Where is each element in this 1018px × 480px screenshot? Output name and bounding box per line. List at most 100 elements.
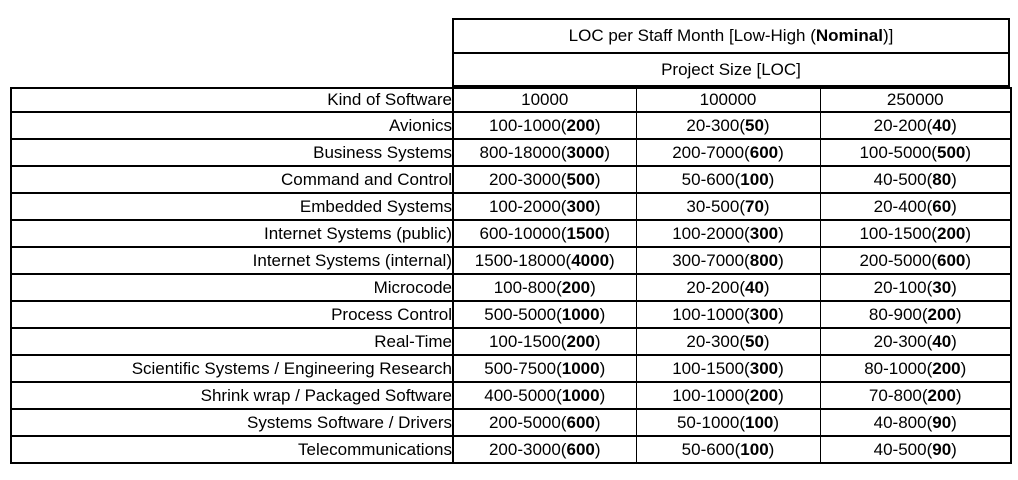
loc-value-cell: 100-1500(200) bbox=[819, 219, 1012, 248]
row-label: Avionics bbox=[11, 111, 454, 140]
loc-value-cell: 40-500(90) bbox=[819, 435, 1012, 464]
nominal-value: 300 bbox=[749, 358, 779, 378]
nominal-value: 300 bbox=[566, 196, 595, 216]
table-title-prefix: LOC per Staff Month [Low-High ( bbox=[568, 26, 816, 45]
nominal-value: 40 bbox=[932, 115, 952, 135]
nominal-value: 200 bbox=[927, 304, 956, 324]
loc-value-cell: 100-5000(500) bbox=[819, 138, 1012, 167]
nominal-value: 200 bbox=[566, 115, 595, 135]
loc-value-cell: 20-100(30) bbox=[819, 273, 1012, 302]
loc-value-cell: 200-5000(600) bbox=[819, 246, 1012, 275]
loc-value-cell: 50-1000(100) bbox=[635, 408, 821, 437]
table-row: Telecommunications 200-3000(600) 50-600(10… bbox=[11, 435, 1012, 464]
loc-value-cell: 20-200(40) bbox=[635, 273, 821, 302]
project-size-header: Project Size [LOC] bbox=[661, 59, 801, 79]
nominal-value: 100 bbox=[745, 412, 774, 432]
table-row: Systems Software / Drivers 200-5000(600) 5… bbox=[11, 408, 1012, 437]
table-title-nominal: Nominal bbox=[815, 26, 883, 45]
nominal-value: 1000 bbox=[561, 358, 600, 378]
loc-table: Kind of Software 10000 100000 250000 Avi… bbox=[10, 87, 1012, 464]
loc-value-cell: 70-800(200) bbox=[819, 381, 1012, 410]
kind-of-software-header: Kind of Software bbox=[11, 87, 454, 113]
loc-value-cell: 100-1000(200) bbox=[635, 381, 821, 410]
loc-value-cell: 100-2000(300) bbox=[635, 219, 821, 248]
nominal-value: 4000 bbox=[571, 250, 610, 270]
table-row: Business Systems 800-18000(3000) 200-7000(… bbox=[11, 138, 1012, 167]
loc-value-cell: 200-5000(600) bbox=[452, 408, 637, 437]
loc-value-cell: 600-10000(1500) bbox=[452, 219, 637, 248]
nominal-value: 90 bbox=[932, 439, 952, 459]
row-label: Embedded Systems bbox=[11, 192, 454, 221]
row-label: Systems Software / Drivers bbox=[11, 408, 454, 437]
nominal-value: 1000 bbox=[561, 304, 600, 324]
loc-value-cell: 50-600(100) bbox=[635, 165, 821, 194]
nominal-value: 200 bbox=[932, 358, 961, 378]
column-header-10000: 10000 bbox=[452, 87, 637, 113]
loc-value-cell: 50-600(100) bbox=[635, 435, 821, 464]
column-header-250000: 250000 bbox=[819, 87, 1012, 113]
loc-value-cell: 100-800(200) bbox=[452, 273, 637, 302]
loc-value-cell: 200-3000(500) bbox=[452, 165, 637, 194]
loc-value-cell: 20-300(50) bbox=[635, 111, 821, 140]
row-label: Internet Systems (public) bbox=[11, 219, 454, 248]
loc-value-cell: 500-5000(1000) bbox=[452, 300, 637, 329]
loc-value-cell: 100-2000(300) bbox=[452, 192, 637, 221]
loc-value-cell: 30-500(70) bbox=[635, 192, 821, 221]
nominal-value: 300 bbox=[749, 304, 779, 324]
nominal-value: 600 bbox=[566, 439, 595, 459]
table-row: Scientific Systems / Engineering Researc… bbox=[11, 354, 1012, 383]
loc-value-cell: 200-7000(600) bbox=[635, 138, 821, 167]
row-label: Internet Systems (internal) bbox=[11, 246, 454, 275]
loc-value-cell: 500-7500(1000) bbox=[452, 354, 637, 383]
row-label: Shrink wrap / Packaged Software bbox=[11, 381, 454, 410]
table-row: Internet Systems (public) 600-10000(1500)… bbox=[11, 219, 1012, 248]
nominal-value: 50 bbox=[745, 115, 764, 135]
table-title-suffix: )] bbox=[882, 26, 894, 45]
loc-value-cell: 100-1000(200) bbox=[452, 111, 637, 140]
table-row: Shrink wrap / Packaged Software 400-5000(… bbox=[11, 381, 1012, 410]
table-body: Kind of Software 10000 100000 250000 Avi… bbox=[11, 87, 1012, 464]
nominal-value: 90 bbox=[932, 412, 952, 432]
loc-value-cell: 40-500(80) bbox=[819, 165, 1012, 194]
table-row: Embedded Systems 100-2000(300) 30-500(70) 2… bbox=[11, 192, 1012, 221]
nominal-value: 800 bbox=[749, 250, 779, 270]
loc-value-cell: 300-7000(800) bbox=[635, 246, 821, 275]
nominal-value: 500 bbox=[566, 169, 595, 189]
table-row: Microcode 100-800(200) 20-200(40) 20-100(30… bbox=[11, 273, 1012, 302]
table-title-block: LOC per Staff Month [Low-High (Nominal)]… bbox=[452, 18, 1010, 87]
loc-value-cell: 80-900(200) bbox=[819, 300, 1012, 329]
row-label: Telecommunications bbox=[11, 435, 454, 464]
loc-value-cell: 100-1000(300) bbox=[635, 300, 821, 329]
row-label: Business Systems bbox=[11, 138, 454, 167]
nominal-value: 200 bbox=[566, 331, 595, 351]
nominal-value: 600 bbox=[566, 412, 595, 432]
loc-value-cell: 1500-18000(4000) bbox=[452, 246, 637, 275]
nominal-value: 300 bbox=[749, 223, 779, 243]
loc-value-cell: 100-1500(200) bbox=[452, 327, 637, 356]
column-header-100000: 100000 bbox=[635, 87, 821, 113]
nominal-value: 1000 bbox=[561, 385, 600, 405]
nominal-value: 200 bbox=[927, 385, 956, 405]
table-row: Real-Time 100-1500(200) 20-300(50) 20-300(4… bbox=[11, 327, 1012, 356]
row-label: Microcode bbox=[11, 273, 454, 302]
nominal-value: 60 bbox=[932, 196, 952, 216]
loc-value-cell: 400-5000(1000) bbox=[452, 381, 637, 410]
nominal-value: 200 bbox=[749, 385, 779, 405]
table-row: Process Control 500-5000(1000) 100-1000(30… bbox=[11, 300, 1012, 329]
nominal-value: 3000 bbox=[566, 142, 605, 162]
loc-value-cell: 20-400(60) bbox=[819, 192, 1012, 221]
nominal-value: 600 bbox=[936, 250, 966, 270]
row-label: Process Control bbox=[11, 300, 454, 329]
nominal-value: 40 bbox=[745, 277, 764, 297]
table-title: LOC per Staff Month [Low-High (Nominal)] bbox=[454, 20, 1008, 54]
row-label: Real-Time bbox=[11, 327, 454, 356]
nominal-value: 1500 bbox=[566, 223, 605, 243]
nominal-value: 100 bbox=[740, 169, 769, 189]
table-row: Internet Systems (internal) 1500-18000(40… bbox=[11, 246, 1012, 275]
nominal-value: 30 bbox=[932, 277, 952, 297]
loc-value-cell: 20-300(40) bbox=[819, 327, 1012, 356]
nominal-value: 200 bbox=[561, 277, 591, 297]
nominal-value: 100 bbox=[740, 439, 769, 459]
loc-value-cell: 40-800(90) bbox=[819, 408, 1012, 437]
